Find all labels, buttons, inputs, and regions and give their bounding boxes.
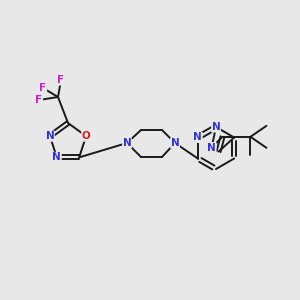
Text: O: O <box>82 131 90 141</box>
Text: N: N <box>52 152 61 162</box>
Text: N: N <box>207 142 216 152</box>
Text: F: F <box>35 95 43 105</box>
Text: N: N <box>123 138 131 148</box>
Text: F: F <box>57 75 64 85</box>
Text: N: N <box>46 131 54 141</box>
Text: N: N <box>212 122 220 132</box>
Text: N: N <box>171 138 179 148</box>
Text: N: N <box>194 133 202 142</box>
Text: F: F <box>39 83 46 93</box>
